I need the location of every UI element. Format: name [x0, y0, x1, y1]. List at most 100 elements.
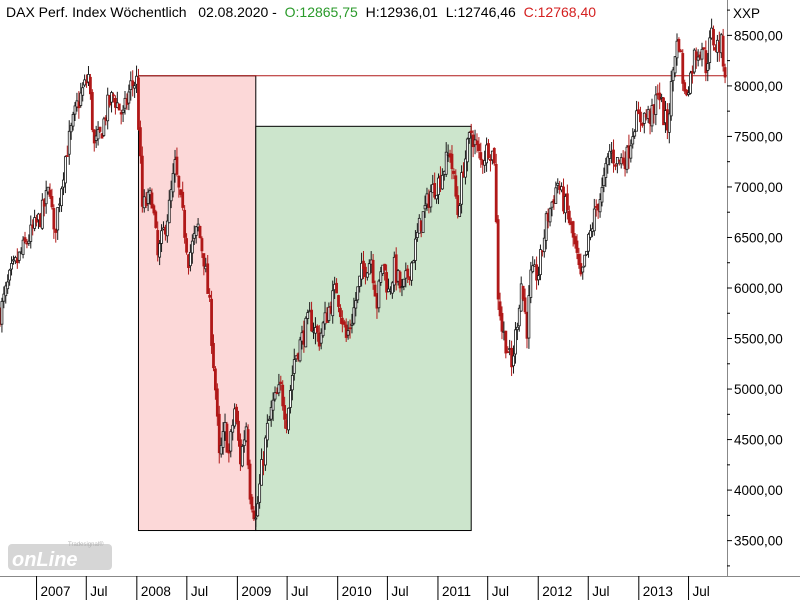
candle-body — [531, 265, 535, 272]
y-tick-label: 4500,00 — [734, 433, 783, 448]
candle-body — [140, 155, 144, 207]
candle-body — [504, 330, 508, 354]
x-tick-label: Jul — [90, 584, 107, 599]
candle-body — [423, 205, 427, 210]
candle-body — [256, 503, 260, 517]
candle-body — [17, 251, 21, 261]
candle-body — [721, 35, 725, 67]
candle-body — [237, 420, 240, 441]
candle-body — [242, 439, 246, 447]
y-axis: 3500,00 4000,00 4500,00 5000,00 5500,00 6000,… — [727, 9, 783, 567]
candlestick-series — [0, 18, 727, 527]
candle-body — [377, 280, 381, 309]
x-tick-label: 2009 — [241, 584, 271, 599]
candle-body — [215, 388, 219, 417]
candle-body — [67, 130, 71, 155]
chart-header: DAX Perf. Index Wöchentlich 02.08.2020 -… — [6, 4, 597, 20]
candle-body — [400, 286, 404, 288]
y-tick-label: 7000,00 — [734, 180, 783, 195]
candle-body — [181, 191, 185, 208]
candle-body — [348, 327, 352, 330]
candle-body — [537, 275, 540, 281]
candle-body — [81, 87, 85, 96]
candle-body — [46, 186, 50, 193]
candle-body — [235, 406, 238, 422]
candle-body — [550, 201, 554, 208]
candle-body — [48, 189, 52, 197]
candle-body — [208, 294, 212, 298]
candle-body — [633, 131, 637, 137]
candle-body — [100, 133, 104, 139]
candle-body — [514, 329, 517, 355]
x-tick-label: 2013 — [643, 584, 673, 599]
candle-body — [708, 37, 712, 63]
x-tick-label: 2007 — [41, 584, 71, 599]
candle-body — [492, 147, 496, 164]
candle-body — [527, 295, 531, 339]
candle-body — [158, 243, 162, 258]
candle-body — [292, 359, 296, 374]
candle-body — [231, 424, 235, 433]
candle-body — [548, 208, 552, 223]
candle-body — [137, 77, 140, 130]
candle-body — [217, 413, 221, 454]
candle-body — [571, 221, 575, 238]
tradesignal-logo: Tradesignal® onLine — [8, 541, 112, 571]
candle-body — [542, 237, 546, 253]
candle-body — [277, 384, 281, 394]
candle-body — [577, 253, 581, 266]
candle-body — [60, 188, 63, 207]
candle-body — [342, 321, 346, 325]
candle-body — [354, 300, 358, 309]
candle-body — [196, 223, 200, 228]
candle-body — [467, 132, 471, 139]
candle-body — [612, 149, 615, 164]
candle-body — [50, 196, 54, 208]
candle-body — [421, 211, 425, 233]
candle-body — [177, 176, 181, 188]
y-tick-label: 3500,00 — [734, 534, 783, 549]
candle-body — [306, 312, 310, 319]
candle-body — [106, 94, 110, 122]
header-high: H:12936,01 — [365, 4, 438, 20]
candle-body — [679, 50, 683, 53]
candle-body — [150, 192, 154, 209]
candle-body — [581, 266, 585, 273]
candle-body — [385, 272, 388, 293]
candle-body — [517, 307, 521, 327]
candle-body — [229, 431, 233, 452]
candle-body — [271, 399, 275, 411]
candle-body — [185, 238, 188, 253]
candle-body — [183, 209, 187, 238]
candle-body — [587, 233, 590, 252]
candle-body — [331, 290, 335, 317]
candle-body — [671, 69, 675, 82]
candle-body — [444, 151, 448, 175]
candle-body — [475, 140, 479, 145]
x-tick-label: Jul — [492, 584, 509, 599]
candle-body — [33, 217, 37, 229]
candle-body — [254, 517, 258, 520]
candle-body — [54, 228, 58, 233]
candle-body — [364, 266, 367, 278]
candle-body — [212, 342, 215, 369]
candle-body — [121, 109, 125, 113]
candle-body — [273, 392, 277, 400]
candle-body — [406, 268, 410, 278]
candle-body — [479, 152, 483, 161]
candle-body — [90, 92, 94, 130]
candle-body — [712, 28, 715, 46]
candle-body — [635, 110, 639, 132]
zone-decline — [137, 75, 257, 532]
candle-body — [175, 156, 179, 175]
candle-body — [435, 194, 438, 200]
candle-body — [539, 249, 542, 276]
candle-body — [250, 496, 254, 510]
x-tick-label: Jul — [391, 584, 408, 599]
candle-body — [575, 240, 579, 253]
candle-body — [506, 351, 510, 354]
candle-body — [689, 72, 692, 94]
candle-body — [304, 317, 308, 348]
x-tick-label: 2011 — [442, 584, 471, 599]
candle-body — [171, 173, 175, 193]
